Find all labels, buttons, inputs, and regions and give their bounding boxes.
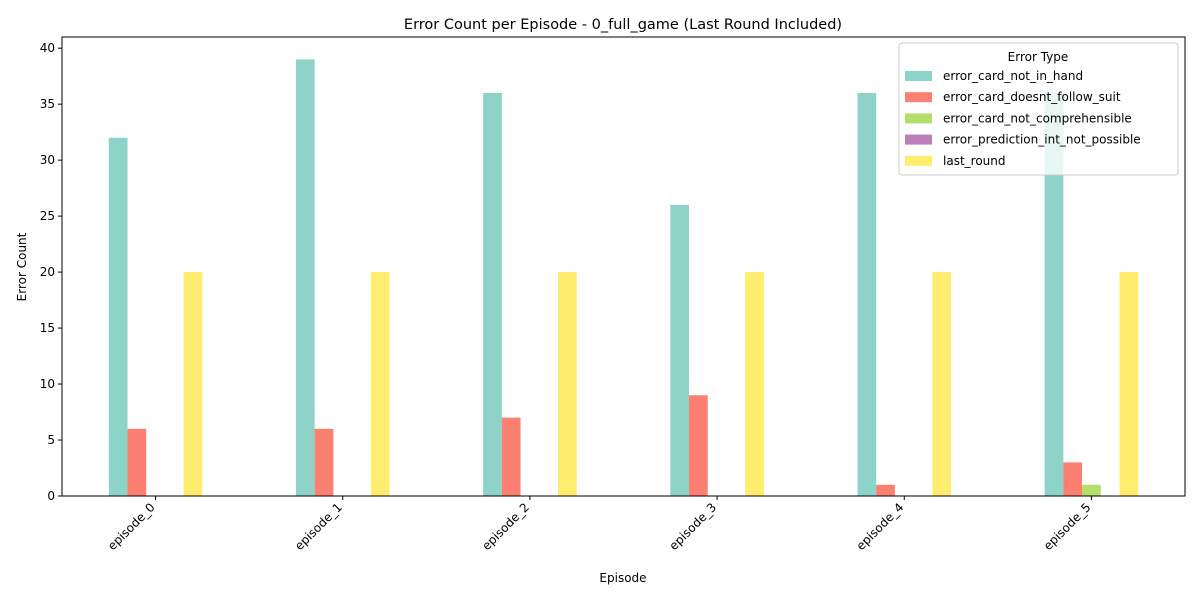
bar-last_round-episode_4 (932, 272, 952, 496)
bar-error_card_doesnt_follow_suit-episode_5 (1063, 462, 1083, 496)
bar-error_card_not_in_hand-episode_4 (857, 92, 877, 496)
y-tick-label: 15 (40, 321, 55, 335)
legend-title: Error Type (1008, 50, 1069, 64)
x-tick-label: episode_3 (666, 500, 719, 553)
legend-swatch-error_card_doesnt_follow_suit (905, 92, 932, 103)
bar-last_round-episode_5 (1119, 272, 1139, 496)
bar-error_card_doesnt_follow_suit-episode_4 (876, 484, 895, 496)
y-tick-label: 5 (47, 433, 55, 447)
y-tick-label: 0 (47, 489, 55, 503)
legend-swatch-error_prediction_int_not_possible (905, 134, 932, 145)
legend-frame (898, 42, 1179, 176)
bar-last_round-episode_3 (745, 272, 764, 496)
y-tick-label: 25 (40, 209, 55, 223)
x-tick-label: episode_5 (1041, 500, 1094, 553)
legend-label-error_card_not_comprehensible: error_card_not_comprehensible (943, 111, 1132, 125)
bar-error_card_not_comprehensible-episode_5 (1082, 484, 1101, 496)
bar-error_card_not_in_hand-episode_1 (295, 59, 315, 496)
bar-error_card_doesnt_follow_suit-episode_1 (314, 428, 334, 496)
legend-label-last_round: last_round (943, 154, 1005, 168)
x-tick-label: episode_1 (292, 500, 345, 553)
legend-label-error_prediction_int_not_possible: error_prediction_int_not_possible (943, 133, 1141, 147)
legend-swatch-last_round (905, 155, 932, 166)
bar-error_card_doesnt_follow_suit-episode_0 (127, 428, 147, 496)
bar-error_card_not_in_hand-episode_3 (670, 204, 690, 497)
x-tick-label: episode_0 (105, 500, 158, 553)
y-tick-label: 40 (40, 41, 55, 55)
legend-label-error_card_doesnt_follow_suit: error_card_doesnt_follow_suit (943, 90, 1121, 104)
legend: Error Type error_card_not_in_hand error_c… (898, 42, 1179, 176)
bar-error_card_not_in_hand-episode_5 (1044, 92, 1064, 496)
y-tick-label: 20 (40, 265, 55, 279)
plot-frame (61, 36, 1186, 497)
x-tick-label: episode_2 (479, 500, 532, 553)
bar-error_card_not_in_hand-episode_0 (108, 137, 128, 496)
legend-label-error_card_not_in_hand: error_card_not_in_hand (943, 69, 1083, 83)
y-tick-label: 30 (40, 153, 55, 167)
bar-last_round-episode_0 (183, 272, 203, 496)
bar-error_card_doesnt_follow_suit-episode_2 (501, 417, 521, 496)
y-tick-label: 10 (40, 377, 55, 391)
bars-layer (108, 59, 1139, 497)
bar-error_card_doesnt_follow_suit-episode_3 (689, 395, 708, 496)
x-axis-title: Episode (599, 571, 646, 585)
bar-last_round-episode_1 (370, 272, 390, 496)
y-axis-title: Error Count (15, 232, 29, 301)
x-tick-label: episode_4 (854, 500, 907, 553)
bar-error_card_not_in_hand-episode_2 (483, 92, 502, 496)
legend-swatch-error_card_not_comprehensible (905, 113, 932, 124)
chart-title: Error Count per Episode - 0_full_game (L… (404, 17, 842, 33)
legend-swatch-error_card_not_in_hand (905, 71, 932, 81)
y-tick-label: 35 (40, 97, 55, 111)
bar-last_round-episode_2 (557, 272, 577, 496)
